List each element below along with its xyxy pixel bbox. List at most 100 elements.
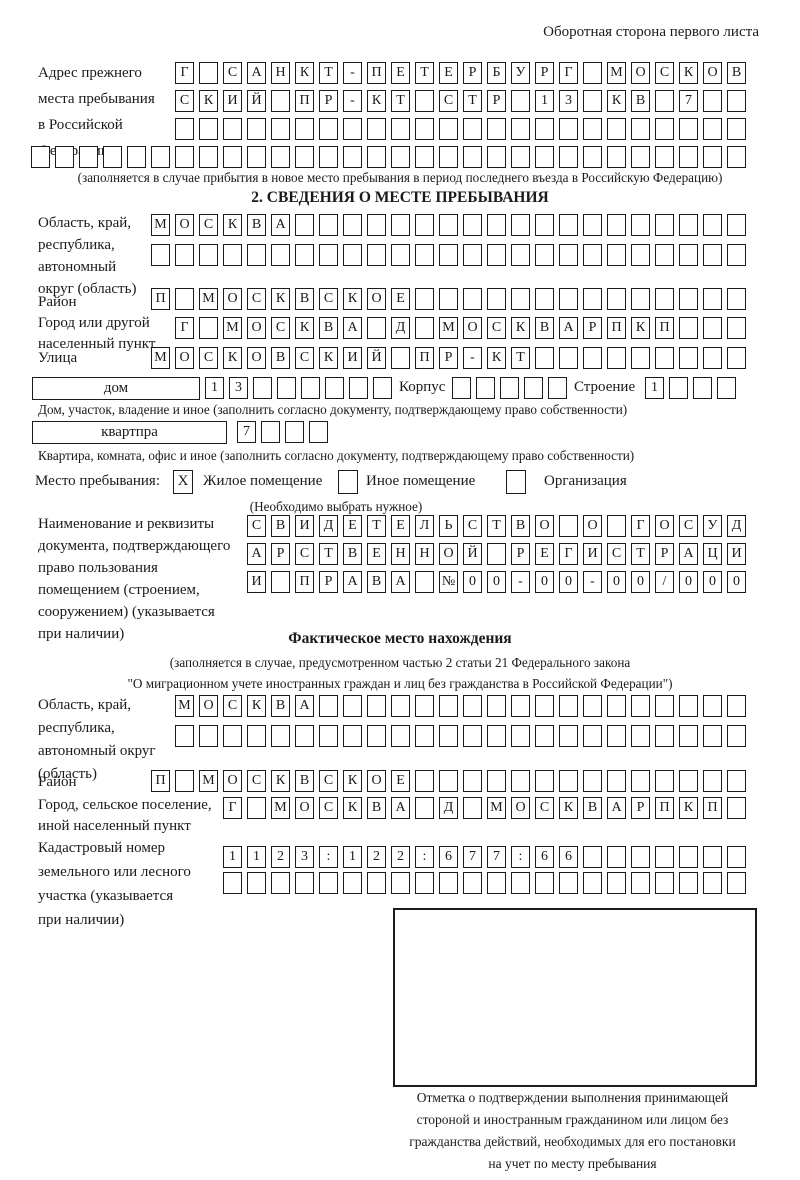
- char-cell[interactable]: [511, 118, 530, 140]
- char-cell[interactable]: В: [271, 695, 290, 717]
- char-cell[interactable]: 3: [559, 90, 578, 112]
- char-cell[interactable]: [559, 872, 578, 894]
- char-cell[interactable]: [703, 846, 722, 868]
- char-cell[interactable]: [727, 725, 746, 747]
- char-cell[interactable]: [631, 244, 650, 266]
- char-cell[interactable]: [583, 244, 602, 266]
- char-cell[interactable]: М: [271, 797, 290, 819]
- char-cell[interactable]: Г: [559, 62, 578, 84]
- char-cell[interactable]: [727, 317, 746, 339]
- char-cell[interactable]: С: [463, 515, 482, 537]
- char-cell[interactable]: [511, 288, 530, 310]
- char-cell[interactable]: [415, 288, 434, 310]
- char-cell[interactable]: В: [343, 543, 362, 565]
- char-cell[interactable]: П: [151, 288, 170, 310]
- char-cell[interactable]: Т: [631, 543, 650, 565]
- char-cell[interactable]: Е: [367, 543, 386, 565]
- char-cell[interactable]: [679, 695, 698, 717]
- char-cell[interactable]: [439, 214, 458, 236]
- char-cell[interactable]: [247, 725, 266, 747]
- char-cell[interactable]: Е: [343, 515, 362, 537]
- char-cell[interactable]: Д: [319, 515, 338, 537]
- char-cell[interactable]: [679, 214, 698, 236]
- char-cell[interactable]: [511, 214, 530, 236]
- char-cell[interactable]: [487, 543, 506, 565]
- char-cell[interactable]: А: [295, 695, 314, 717]
- char-cell[interactable]: :: [319, 846, 338, 868]
- char-cell[interactable]: [367, 872, 386, 894]
- char-cell[interactable]: [271, 571, 290, 593]
- char-cell[interactable]: О: [199, 695, 218, 717]
- char-cell[interactable]: [271, 725, 290, 747]
- char-cell[interactable]: [247, 797, 266, 819]
- char-cell[interactable]: [703, 214, 722, 236]
- char-cell[interactable]: -: [463, 347, 482, 369]
- char-cell[interactable]: [655, 90, 674, 112]
- char-cell[interactable]: Р: [655, 543, 674, 565]
- char-cell[interactable]: [439, 872, 458, 894]
- char-cell[interactable]: К: [223, 347, 242, 369]
- char-cell[interactable]: [727, 347, 746, 369]
- char-cell[interactable]: [559, 695, 578, 717]
- char-cell[interactable]: И: [223, 90, 242, 112]
- char-cell[interactable]: [415, 118, 434, 140]
- char-cell[interactable]: [583, 214, 602, 236]
- char-cell[interactable]: [199, 317, 218, 339]
- char-cell[interactable]: [247, 244, 266, 266]
- char-cell[interactable]: В: [631, 90, 650, 112]
- char-cell[interactable]: /: [655, 571, 674, 593]
- char-cell[interactable]: [559, 347, 578, 369]
- char-cell[interactable]: Л: [415, 515, 434, 537]
- char-cell[interactable]: [415, 214, 434, 236]
- char-cell[interactable]: -: [583, 571, 602, 593]
- char-cell[interactable]: [583, 347, 602, 369]
- char-cell[interactable]: [655, 146, 674, 168]
- char-cell[interactable]: [559, 146, 578, 168]
- char-cell[interactable]: Е: [391, 62, 410, 84]
- char-cell[interactable]: [31, 146, 50, 168]
- char-cell[interactable]: К: [343, 770, 362, 792]
- char-cell[interactable]: [583, 288, 602, 310]
- char-cell[interactable]: С: [655, 62, 674, 84]
- char-cell[interactable]: Н: [271, 62, 290, 84]
- char-cell[interactable]: 7: [463, 846, 482, 868]
- char-cell[interactable]: [511, 872, 530, 894]
- char-cell[interactable]: Г: [175, 62, 194, 84]
- char-cell[interactable]: [223, 244, 242, 266]
- char-cell[interactable]: П: [151, 770, 170, 792]
- char-cell[interactable]: Н: [415, 543, 434, 565]
- char-cell[interactable]: П: [295, 571, 314, 593]
- char-cell[interactable]: 2: [367, 846, 386, 868]
- char-cell[interactable]: [703, 317, 722, 339]
- char-cell[interactable]: [367, 146, 386, 168]
- char-cell[interactable]: К: [511, 317, 530, 339]
- char-cell[interactable]: [223, 146, 242, 168]
- char-cell[interactable]: [199, 244, 218, 266]
- char-cell[interactable]: Й: [247, 90, 266, 112]
- char-cell[interactable]: А: [343, 317, 362, 339]
- char-cell[interactable]: С: [295, 543, 314, 565]
- char-cell[interactable]: Т: [319, 62, 338, 84]
- char-cell[interactable]: [319, 725, 338, 747]
- char-cell[interactable]: [727, 146, 746, 168]
- char-cell[interactable]: [271, 244, 290, 266]
- char-cell[interactable]: 7: [679, 90, 698, 112]
- char-cell[interactable]: [655, 725, 674, 747]
- char-cell[interactable]: [415, 770, 434, 792]
- char-cell[interactable]: [703, 146, 722, 168]
- char-cell[interactable]: [199, 725, 218, 747]
- checkbox-residential[interactable]: X: [173, 470, 193, 494]
- char-cell[interactable]: [277, 377, 296, 399]
- char-cell[interactable]: С: [679, 515, 698, 537]
- char-cell[interactable]: [583, 770, 602, 792]
- char-cell[interactable]: [253, 377, 272, 399]
- char-cell[interactable]: [367, 725, 386, 747]
- char-cell[interactable]: [295, 872, 314, 894]
- char-cell[interactable]: [535, 347, 554, 369]
- char-cell[interactable]: Т: [391, 90, 410, 112]
- char-cell[interactable]: [559, 725, 578, 747]
- char-cell[interactable]: 0: [487, 571, 506, 593]
- char-cell[interactable]: Е: [439, 62, 458, 84]
- char-cell[interactable]: В: [247, 214, 266, 236]
- char-cell[interactable]: [247, 872, 266, 894]
